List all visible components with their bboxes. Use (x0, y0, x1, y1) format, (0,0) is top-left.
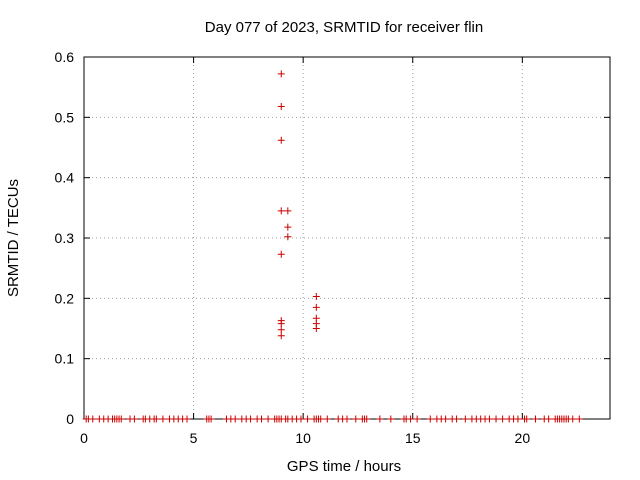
data-point (264, 415, 272, 423)
data-point (352, 415, 360, 423)
tick-layer: 0 0.1 0.2 0.3 0.4 0.5 0.6 0 5 10 15 20 (55, 49, 610, 446)
data-point (485, 415, 493, 423)
y-tick-label: 0 (66, 411, 74, 427)
data-point (363, 415, 371, 423)
y-tick-label: 0.3 (55, 230, 75, 246)
y-tick-label: 0.2 (55, 290, 75, 306)
y-tick-label: 0.4 (55, 170, 75, 186)
data-point (277, 250, 285, 258)
x-tick-label: 10 (295, 430, 311, 446)
data-point (159, 415, 167, 423)
data-point (183, 415, 191, 423)
data-point (277, 332, 285, 340)
data-point (297, 415, 305, 423)
data-point (499, 415, 507, 423)
x-tick-label: 15 (405, 430, 421, 446)
y-tick-label: 0.5 (55, 109, 75, 125)
data-point (376, 415, 384, 423)
data-point (453, 415, 461, 423)
x-tick-label: 5 (190, 430, 198, 446)
data-point (247, 415, 255, 423)
data-point (531, 415, 539, 423)
data-point (304, 415, 312, 423)
data-point (343, 415, 351, 423)
data-point (277, 326, 285, 334)
y-tick-label: 0.6 (55, 49, 75, 65)
data-point (323, 415, 331, 423)
y-axis-label: SRMTID / TECUs (5, 179, 22, 297)
data-point (407, 415, 415, 423)
data-point (575, 415, 583, 423)
data-point (523, 415, 531, 423)
x-tick-label: 0 (80, 430, 88, 446)
data-point (277, 136, 285, 144)
data-point (284, 207, 292, 215)
data-point (277, 207, 285, 215)
plot-frame (83, 56, 611, 420)
data-point (207, 415, 215, 423)
data-point (569, 415, 577, 423)
y-tick-label: 0.1 (55, 351, 75, 367)
data-point (413, 415, 421, 423)
data-point (317, 415, 325, 423)
x-tick-label: 20 (515, 430, 531, 446)
data-point (284, 223, 292, 231)
chart-title: Day 077 of 2023, SRMTID for receiver fli… (205, 19, 483, 36)
grid-layer (84, 57, 610, 419)
data-point (387, 415, 395, 423)
data-point (312, 293, 320, 301)
data-point (312, 303, 320, 311)
data-point (258, 415, 266, 423)
data-point (514, 415, 522, 423)
data-point (426, 415, 434, 423)
data-point (89, 415, 97, 423)
data-point (461, 415, 469, 423)
data-point (130, 415, 138, 423)
data-point (545, 415, 553, 423)
data-point (442, 415, 450, 423)
data-point (312, 325, 320, 332)
data-point (492, 415, 500, 423)
data-point (117, 415, 125, 423)
data-point (277, 70, 285, 78)
data-point (152, 415, 160, 423)
data-point (277, 102, 285, 110)
x-axis-label: GPS time / hours (287, 458, 401, 475)
data-point (284, 233, 292, 241)
data-point (277, 320, 285, 328)
point-layer (82, 70, 583, 423)
data-point (231, 415, 239, 423)
